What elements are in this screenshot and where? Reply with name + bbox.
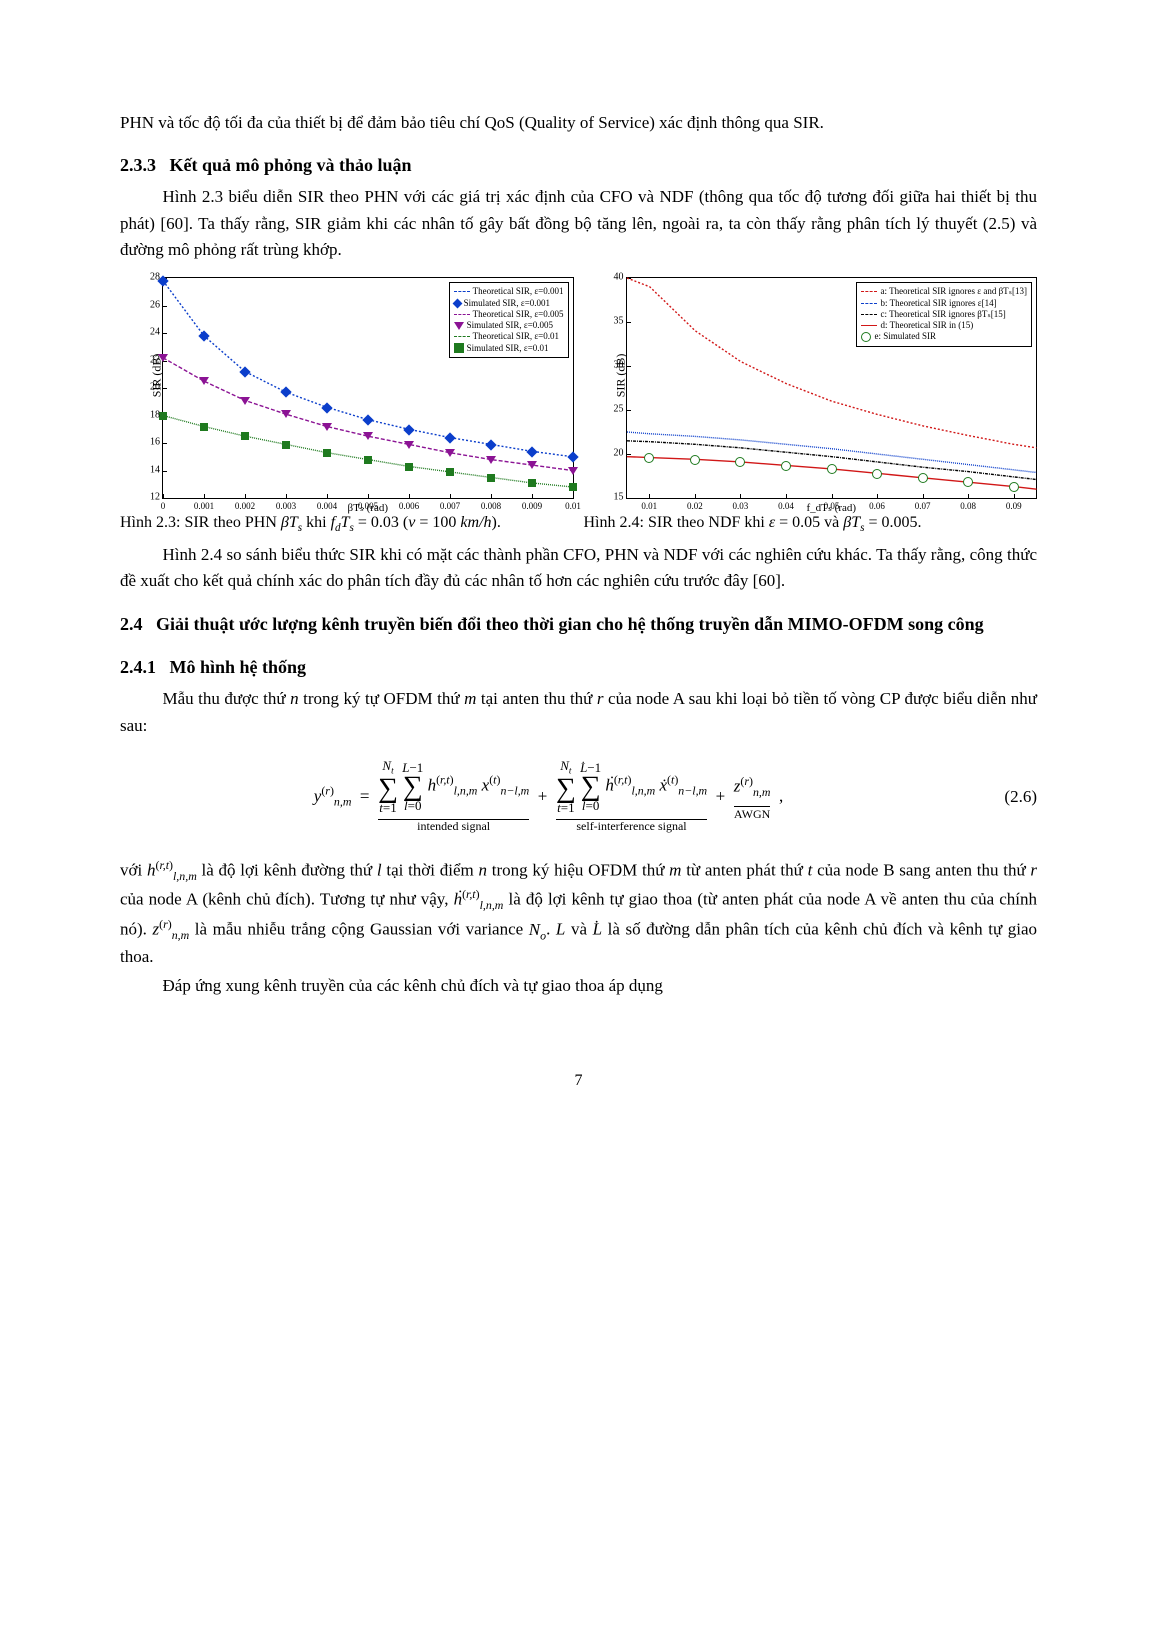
figure-2-4: SIR (dB) 0.010.020.030.040.050.060.070.0… xyxy=(584,277,1038,538)
chart-2-3-box: SIR (dB) 00.0010.0020.0030.0040.0050.006… xyxy=(120,277,574,499)
sec-2-3-3-p1: Hình 2.3 biểu diễn SIR theo PHN với các … xyxy=(120,184,1037,263)
figure-row-2-3-2-4: SIR (dB) 00.0010.0020.0030.0040.0050.006… xyxy=(120,277,1037,538)
sec-2-3-3-num: 2.3.3 xyxy=(120,155,156,175)
equation-2-6: y(r)n,m = Nt∑t=1 L−1∑l=0 h(r,t)l,n,m x(t… xyxy=(120,759,1037,836)
post-eq-p1: với h(r,t)l,n,m là độ lợi kênh đường thứ… xyxy=(120,856,1037,971)
chart-2-4-box: SIR (dB) 0.010.020.030.040.050.060.070.0… xyxy=(584,277,1038,499)
equation-term-self-interference: Nt∑t=1 L̇−1∑l=0 ḣ(r,t)l,n,m ẋ(t)n−l,m se… xyxy=(556,759,707,836)
page-number: 7 xyxy=(120,1069,1037,1094)
sec-2-4-1-heading: 2.4.1 Mô hình hệ thống xyxy=(120,654,1037,682)
sec-2-4-1-title: Mô hình hệ thống xyxy=(170,657,307,677)
sec-2-4-1-num: 2.4.1 xyxy=(120,657,156,677)
sec-2-4-heading: 2.4 Giải thuật ước lượng kênh truyền biế… xyxy=(120,611,1037,639)
post-eq-p2: Đáp ứng xung kênh truyền của các kênh ch… xyxy=(120,973,1037,999)
equation-term-intended: Nt∑t=1 L−1∑l=0 h(r,t)l,n,m x(t)n−l,m int… xyxy=(378,759,529,836)
sec-2-3-3-heading: 2.3.3 Kết quả mô phỏng và thảo luận xyxy=(120,152,1037,180)
intro-para: PHN và tốc độ tối đa của thiết bị để đảm… xyxy=(120,110,1037,136)
figure-2-3: SIR (dB) 00.0010.0020.0030.0040.0050.006… xyxy=(120,277,574,538)
chart-2-3-xlabel: βTₛ (rad) xyxy=(141,500,595,517)
sec-2-4-title: Giải thuật ước lượng kênh truyền biến đổ… xyxy=(156,614,984,634)
sec-2-4-num: 2.4 xyxy=(120,614,143,634)
chart-2-4-plot: SIR (dB) 0.010.020.030.040.050.060.070.0… xyxy=(626,277,1038,499)
sec-2-4-1-p1: Mẫu thu được thứ n trong ký tự OFDM thứ … xyxy=(120,686,1037,739)
equation-2-6-number: (2.6) xyxy=(977,784,1037,810)
sec-2-3-3-title: Kết quả mô phỏng và thảo luận xyxy=(170,155,412,175)
equation-2-6-body: y(r)n,m = Nt∑t=1 L−1∑l=0 h(r,t)l,n,m x(t… xyxy=(120,759,977,836)
chart-2-3-plot: SIR (dB) 00.0010.0020.0030.0040.0050.006… xyxy=(162,277,574,499)
sec-2-3-3-p2: Hình 2.4 so sánh biểu thức SIR khi có mặ… xyxy=(120,542,1037,595)
chart-2-4-xlabel: f_dTₛ (rad) xyxy=(605,500,1059,517)
equation-term-awgn: z(r)n,m AWGN xyxy=(734,772,771,824)
